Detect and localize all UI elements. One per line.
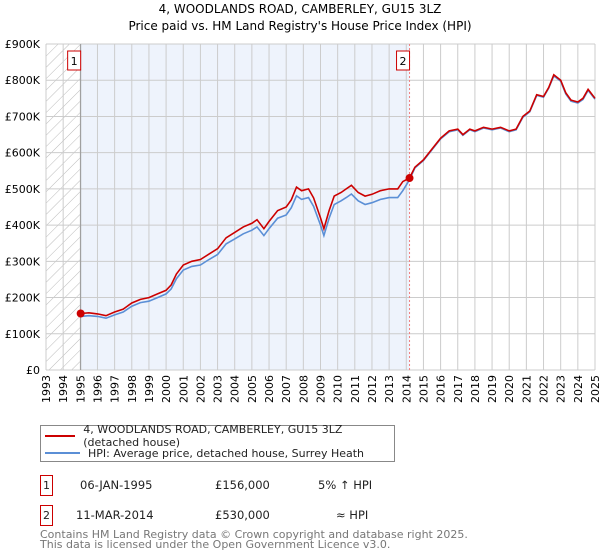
x-tick-label: 2023: [555, 375, 568, 403]
x-tick-label: 2001: [177, 375, 190, 403]
sale-badge-1: [67, 50, 82, 71]
y-tick-label: £700K: [5, 110, 41, 123]
sale-badge: 1: [40, 475, 53, 496]
x-tick-label: 2009: [315, 375, 328, 403]
x-tick-label: 2012: [366, 375, 379, 403]
x-tick-label: 1993: [40, 375, 53, 403]
x-tick-label: 2008: [297, 375, 310, 403]
sale-price: £530,000: [215, 508, 270, 522]
x-tick-label: 2007: [280, 375, 293, 403]
sale-badge-2: [396, 50, 411, 71]
x-tick-label: 2003: [212, 375, 225, 403]
x-tick-label: 2017: [452, 375, 465, 403]
y-tick-label: £900K: [5, 38, 41, 51]
y-tick-label: £0: [26, 364, 40, 377]
series-line-property: [80, 73, 596, 317]
x-tick-label: 2016: [435, 375, 448, 403]
y-tick-label: £200K: [5, 292, 41, 305]
y-tick-label: £800K: [5, 74, 41, 87]
y-tick-label: £100K: [5, 328, 41, 341]
chart-title: 4, WOODLANDS ROAD, CAMBERLEY, GU15 3LZ: [159, 2, 442, 16]
sale-badge-label-2: 2: [400, 55, 407, 68]
x-tick-label: 2002: [194, 375, 207, 403]
footer: Contains HM Land Registry data © Crown c…: [40, 528, 468, 551]
x-tick-label: 1997: [109, 375, 122, 403]
price-chart: 4, WOODLANDS ROAD, CAMBERLEY, GU15 3LZ P…: [5, 2, 600, 403]
sale-badge: 2: [40, 505, 53, 526]
x-tick-label: 2014: [400, 375, 413, 403]
sale-price: £156,000: [215, 478, 270, 492]
legend: 4, WOODLANDS ROAD, CAMBERLEY, GU15 3LZ (…: [40, 423, 395, 462]
sale-date: 11-MAR-2014: [76, 508, 154, 522]
sale-marker-1: [76, 309, 85, 318]
y-tick-label: £600K: [5, 147, 41, 160]
sale-date: 06-JAN-1995: [80, 478, 153, 492]
sale-marker-2: [405, 174, 414, 183]
x-tick-label: 2019: [486, 375, 499, 403]
footer-line-2: This data is licensed under the Open Gov…: [40, 538, 391, 551]
x-tick-label: 1999: [143, 375, 156, 403]
y-tick-label: £500K: [5, 183, 41, 196]
x-tick-label: 1996: [91, 375, 104, 403]
legend-item-hpi: HPI: Average price, detached house, Surr…: [41, 445, 364, 461]
x-tick-label: 2024: [572, 375, 585, 403]
y-tick-label: £400K: [5, 219, 41, 232]
x-tick-label: 1995: [74, 375, 87, 403]
x-tick-label: 2011: [349, 375, 362, 403]
ownership-shade: [80, 44, 410, 370]
footer-line-1: Contains HM Land Registry data © Crown c…: [40, 528, 468, 541]
sale-row-2: 2 11-MAR-2014 £530,000 ≈ HPI: [40, 505, 600, 527]
x-tick-label: 2015: [417, 375, 430, 403]
x-tick-label: 2013: [383, 375, 396, 403]
x-tick-label: 2018: [469, 375, 482, 403]
x-tick-label: 2021: [520, 375, 533, 403]
legend-label-property: 4, WOODLANDS ROAD, CAMBERLEY, GU15 3LZ (…: [83, 423, 343, 449]
sale-badge-label-1: 1: [71, 55, 78, 68]
x-tick-label: 2004: [229, 375, 242, 403]
x-tick-label: 2020: [503, 375, 516, 403]
x-tick-label: 2010: [332, 375, 345, 403]
x-tick-label: 2025: [589, 375, 600, 403]
legend-swatch-property: [45, 435, 76, 437]
x-tick-label: 2005: [246, 375, 259, 403]
chart-subtitle: Price paid vs. HM Land Registry's House …: [128, 19, 471, 33]
legend-swatch-hpi: [45, 452, 80, 454]
sale-hpi: 5% ↑ HPI: [318, 478, 373, 492]
y-tick-label: £300K: [5, 255, 41, 268]
x-tick-label: 2006: [263, 375, 276, 403]
legend-item-property: 4, WOODLANDS ROAD, CAMBERLEY, GU15 3LZ (…: [41, 423, 394, 449]
legend-label-hpi: HPI: Average price, detached house, Surr…: [88, 446, 365, 460]
x-tick-label: 2022: [538, 375, 551, 403]
x-tick-label: 1994: [57, 375, 70, 403]
sale-hpi: ≈ HPI: [336, 508, 369, 522]
sale-row-1: 1 06-JAN-1995 £156,000 5% ↑ HPI: [40, 475, 600, 497]
x-tick-label: 1998: [126, 375, 139, 403]
x-tick-label: 2000: [160, 375, 173, 403]
